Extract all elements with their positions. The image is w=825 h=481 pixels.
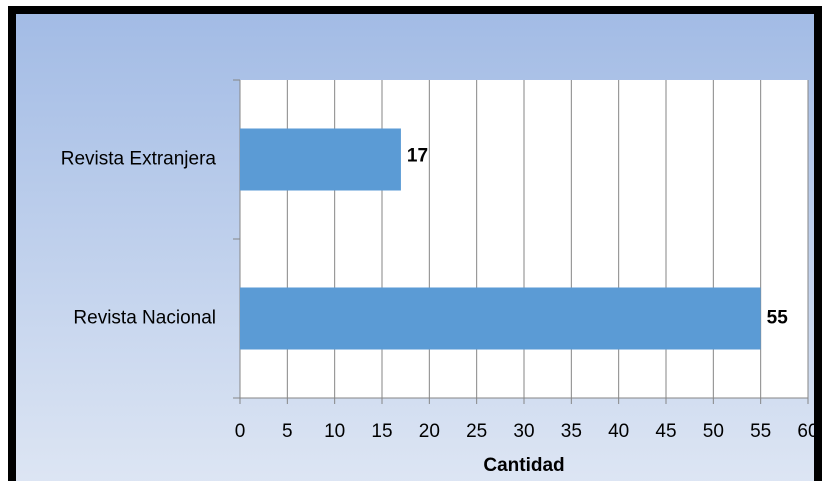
x-axis-title: Cantidad: [483, 455, 564, 476]
y-tick-label: Revista Extranjera: [61, 149, 217, 170]
x-tick-label: 10: [324, 421, 345, 442]
x-tick-label: 5: [282, 421, 293, 442]
y-tick-label: Revista Nacional: [73, 308, 216, 329]
x-tick-label: 0: [235, 421, 246, 442]
x-tick-label: 20: [419, 421, 440, 442]
bar: [240, 287, 761, 350]
x-tick-label: 55: [750, 421, 771, 442]
x-tick-label: 30: [513, 421, 534, 442]
x-tick-label: 35: [561, 421, 582, 442]
data-label: 17: [407, 146, 428, 167]
x-tick-label: 50: [703, 421, 724, 442]
x-tick-label: 45: [655, 421, 676, 442]
x-tick-label: 25: [466, 421, 487, 442]
x-tick-label: 15: [371, 421, 392, 442]
x-tick-label: 40: [608, 421, 629, 442]
bar: [240, 128, 401, 191]
data-label: 55: [767, 308, 789, 329]
x-tick-label: 60: [797, 421, 818, 442]
